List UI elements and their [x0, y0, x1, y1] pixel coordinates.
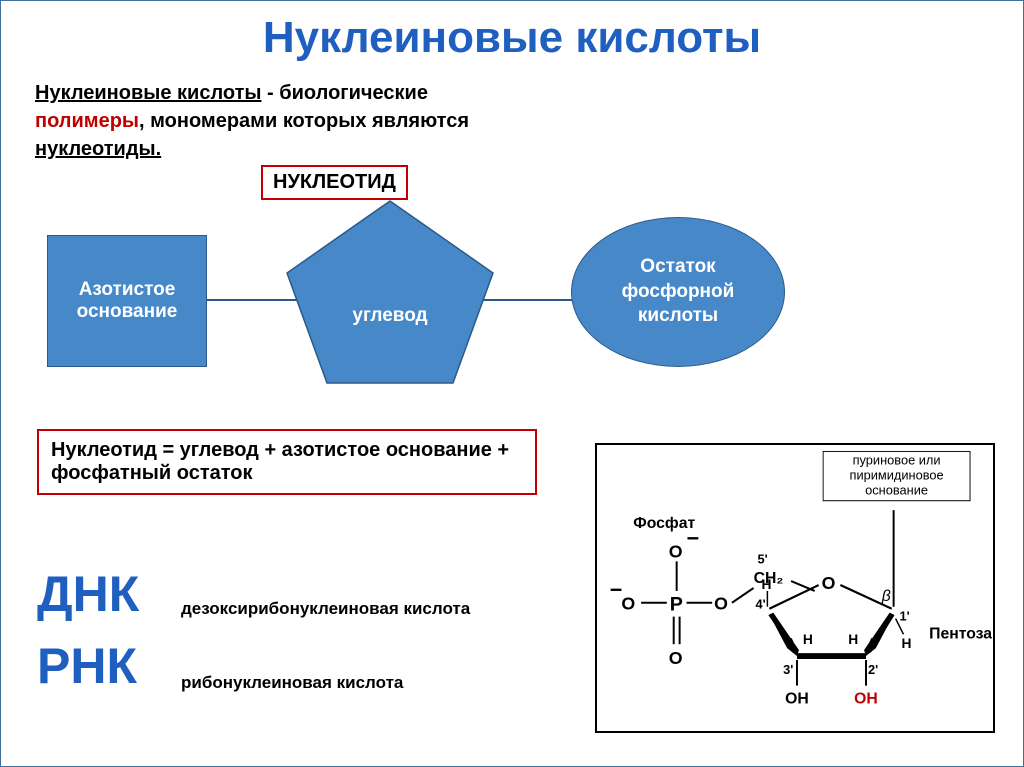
svg-text:O: O: [714, 594, 728, 614]
svg-text:O: O: [669, 648, 683, 668]
svg-text:H: H: [902, 636, 912, 651]
dnk-abbr: ДНК: [37, 565, 139, 623]
svg-text:4': 4': [756, 597, 766, 612]
svg-text:−: −: [687, 526, 700, 551]
chemical-structure: пуриновое или пиримидиновое основание Фо…: [595, 443, 995, 733]
svg-text:H: H: [848, 632, 858, 647]
svg-text:P: P: [670, 594, 683, 616]
nucleotide-label-box: НУКЛЕОТИД: [261, 165, 408, 200]
def-rest1: - биологические: [262, 82, 428, 104]
pentagon-label: углевод: [283, 305, 497, 327]
svg-text:H: H: [803, 632, 813, 647]
svg-text:O: O: [822, 573, 836, 593]
svg-text:H: H: [761, 577, 771, 592]
svg-text:O: O: [669, 541, 683, 561]
formula-box: Нуклеотид = углевод + азотистое основани…: [37, 429, 537, 495]
def-term: Нуклеиновые кислоты: [35, 82, 262, 104]
svg-text:OH: OH: [854, 690, 878, 707]
svg-text:5': 5': [758, 551, 768, 566]
svg-text:3': 3': [783, 662, 793, 677]
page-title: Нуклеиновые кислоты: [1, 1, 1023, 63]
phosphate-ellipse: Остаток фосфорной кислоты: [571, 217, 785, 367]
rnk-abbr: РНК: [37, 637, 137, 695]
rnk-desc: рибонуклеиновая кислота: [181, 673, 403, 693]
svg-text:−: −: [610, 577, 623, 602]
svg-text:β: β: [881, 588, 891, 605]
nitrogen-base-box: Азотистое основание: [47, 235, 207, 367]
base-label-text: пуриновое или пиримидиновое основание: [850, 453, 944, 497]
base-label-box: пуриновое или пиримидиновое основание: [823, 451, 971, 501]
def-polymers: полимеры: [35, 110, 139, 132]
def-nucleotides: нуклеотиды.: [35, 138, 161, 160]
svg-text:O: O: [621, 594, 635, 614]
def-rest2: , мономерами которых являются: [139, 110, 469, 132]
pentose-label: Пентоза: [929, 625, 992, 642]
carbohydrate-pentagon: углевод: [283, 197, 497, 387]
svg-text:1': 1': [900, 609, 910, 624]
definition-text: Нуклеиновые кислоты - биологические поли…: [35, 79, 469, 163]
svg-text:OH: OH: [785, 690, 809, 707]
svg-text:2': 2': [868, 662, 878, 677]
dnk-desc: дезоксирибонуклеиновая кислота: [181, 599, 470, 619]
